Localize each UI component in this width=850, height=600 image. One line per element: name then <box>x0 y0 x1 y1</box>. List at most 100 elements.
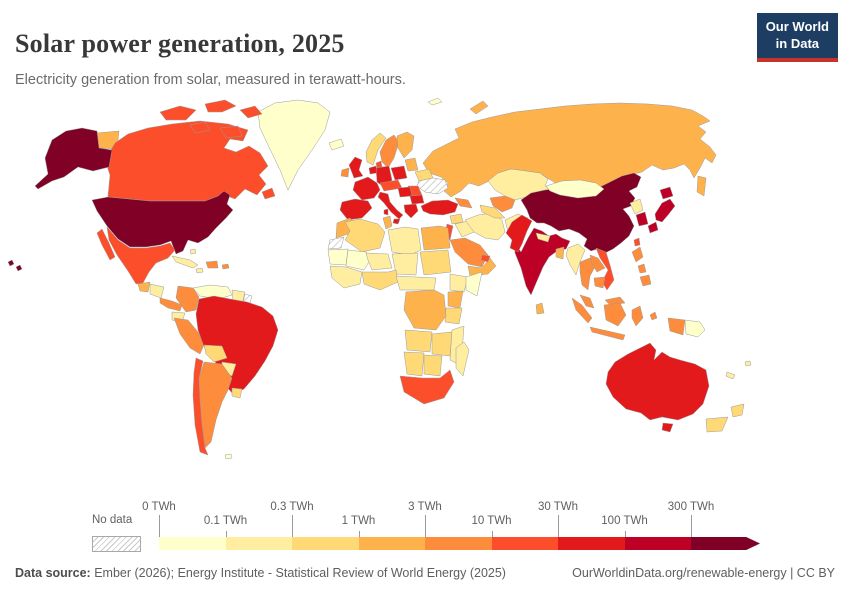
country-italy[interactable] <box>377 191 404 225</box>
country-mongolia[interactable] <box>545 179 605 199</box>
legend-bin-8[interactable] <box>691 537 760 550</box>
country-caucasus[interactable] <box>454 197 473 209</box>
country-drc[interactable] <box>403 289 447 331</box>
country-norway[interactable] <box>365 132 387 166</box>
country-bolivia[interactable] <box>203 344 228 363</box>
country-sweden[interactable] <box>379 134 400 169</box>
country-iran[interactable] <box>464 212 506 241</box>
country-guatemala[interactable] <box>137 281 151 293</box>
country-ghana-nigeria[interactable] <box>361 269 399 291</box>
country-malaysia[interactable] <box>579 294 626 309</box>
country-west-africa[interactable] <box>329 265 363 289</box>
country-saudi-arabia[interactable] <box>449 237 489 268</box>
country-greenland[interactable] <box>257 99 331 191</box>
country-egypt[interactable] <box>420 225 451 251</box>
country-ukraine[interactable] <box>416 177 449 195</box>
country-angola[interactable] <box>404 329 433 353</box>
country-papua-new-guinea[interactable] <box>684 319 706 338</box>
no-data-swatch[interactable] <box>92 536 141 552</box>
country-united-kingdom[interactable] <box>348 156 364 179</box>
country-india[interactable] <box>513 227 571 296</box>
legend-bin-7[interactable] <box>624 537 691 550</box>
country-jamaica[interactable] <box>195 267 204 274</box>
legend-bin-0[interactable] <box>159 537 226 550</box>
country-mexico[interactable] <box>96 226 176 285</box>
country-bahamas[interactable] <box>189 248 197 255</box>
country-low-countries[interactable] <box>368 165 378 175</box>
country-libya[interactable] <box>387 226 422 256</box>
country-chad[interactable] <box>391 252 419 276</box>
country-ethiopia[interactable] <box>449 273 469 293</box>
country-japan[interactable] <box>647 186 676 234</box>
country-bulgaria[interactable] <box>409 194 425 205</box>
country-venezuela[interactable] <box>192 284 233 300</box>
country-new-zealand[interactable] <box>705 403 745 433</box>
country-zambia-zimbabwe[interactable] <box>431 331 453 357</box>
country-pacific-islands[interactable] <box>725 360 752 380</box>
country-algeria[interactable] <box>344 218 386 253</box>
country-turkmenistan[interactable] <box>479 204 506 219</box>
country-uae-qatar[interactable] <box>480 254 491 263</box>
country-hispaniola[interactable] <box>205 260 219 269</box>
country-spain-portugal[interactable] <box>339 198 373 221</box>
country-sudan[interactable] <box>419 249 452 276</box>
country-indonesia[interactable] <box>571 297 686 341</box>
country-greece[interactable] <box>403 203 419 219</box>
country-poland[interactable] <box>390 165 408 181</box>
country-western-sahara[interactable] <box>327 236 345 250</box>
country-pakistan[interactable] <box>505 214 533 253</box>
country-australia[interactable] <box>605 342 710 433</box>
country-france[interactable] <box>352 176 381 201</box>
country-uzbekistan[interactable] <box>489 195 516 213</box>
country-finland[interactable] <box>396 131 415 159</box>
country-canada[interactable] <box>104 99 276 202</box>
country-vietnam[interactable] <box>595 247 615 291</box>
country-argentina[interactable] <box>198 361 233 449</box>
country-south-korea[interactable] <box>635 211 649 227</box>
country-chile[interactable] <box>192 357 209 456</box>
country-philippines[interactable] <box>631 246 652 287</box>
legend-bin-4[interactable] <box>425 537 492 550</box>
country-united-states[interactable] <box>7 127 234 272</box>
country-colombia[interactable] <box>175 285 200 313</box>
country-baltics[interactable] <box>404 157 419 172</box>
country-mauritania[interactable] <box>327 248 349 266</box>
country-north-korea[interactable] <box>629 198 644 215</box>
country-bangladesh[interactable] <box>555 246 565 260</box>
legend-bin-3[interactable] <box>358 537 425 550</box>
country-puerto-rico[interactable] <box>221 263 230 270</box>
country-svalbard[interactable] <box>427 97 443 106</box>
country-hungary-serbia[interactable] <box>397 186 413 198</box>
country-brazil[interactable] <box>195 295 279 395</box>
country-iceland[interactable] <box>328 138 345 151</box>
country-kenya[interactable] <box>447 290 464 309</box>
owid-logo[interactable]: Our World in Data <box>756 13 838 62</box>
legend-bin-5[interactable] <box>491 537 558 550</box>
country-ireland[interactable] <box>340 167 350 178</box>
country-costa-rica-panama[interactable] <box>159 297 183 312</box>
country-cuba[interactable] <box>171 255 199 269</box>
country-namibia[interactable] <box>403 351 425 377</box>
country-turkey[interactable] <box>420 199 459 216</box>
country-tunisia[interactable] <box>382 215 393 230</box>
legend-bin-2[interactable] <box>292 537 359 550</box>
country-myanmar[interactable] <box>565 243 586 276</box>
country-mali[interactable] <box>345 249 371 271</box>
country-niger[interactable] <box>365 252 393 271</box>
credit-link[interactable]: OurWorldinData.org/renewable-energy | CC… <box>572 566 835 580</box>
country-russia[interactable] <box>96 100 717 198</box>
country-honduras-nicaragua[interactable] <box>149 283 165 299</box>
country-peru[interactable] <box>173 317 205 355</box>
country-denmark[interactable] <box>375 160 383 169</box>
country-south-africa[interactable] <box>399 369 455 405</box>
country-taiwan[interactable] <box>633 237 641 247</box>
country-tanzania[interactable] <box>444 307 463 325</box>
country-sri-lanka[interactable] <box>535 302 545 315</box>
legend-bin-1[interactable] <box>225 537 292 550</box>
country-cambodia[interactable] <box>593 276 606 289</box>
country-nepal[interactable] <box>535 232 551 243</box>
country-botswana[interactable] <box>423 354 443 377</box>
country-china[interactable] <box>520 172 642 254</box>
country-uruguay[interactable] <box>231 387 243 399</box>
country-madagascar[interactable] <box>455 341 470 377</box>
